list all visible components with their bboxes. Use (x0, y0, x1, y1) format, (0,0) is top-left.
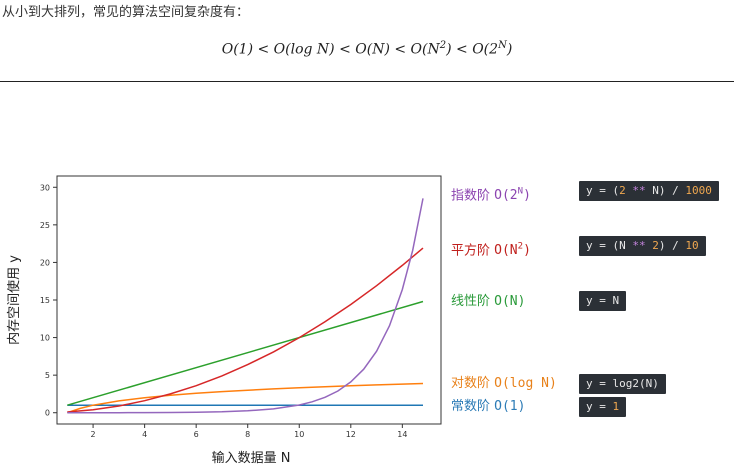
code-quadratic: y = (N ** 2) / 10 (579, 236, 706, 256)
y-axis-label: 内存空间使用 y (6, 255, 22, 345)
code-exponential: y = (2 ** N) / 1000 (579, 181, 719, 201)
x-axis-label: 输入数据量 N (212, 450, 291, 465)
code-linear: y = N (579, 291, 627, 311)
legend-exponential: 指数阶 O(2N) (451, 184, 531, 204)
legend-constant-name: 常数阶 (451, 399, 491, 414)
series-line-4 (67, 198, 424, 414)
horizontal-rule (0, 81, 734, 82)
y-tick-label: 25 (40, 221, 50, 230)
complexity-formula: O(1) < O(log N) < O(N) < O(N2) < O(2N) (221, 40, 513, 58)
legend-logarithmic-notation: O(log N) (494, 376, 557, 391)
y-tick-label: 15 (40, 296, 50, 305)
x-tick-label: 4 (142, 430, 147, 439)
legend-linear-name: 线性阶 (451, 294, 491, 309)
series-line-2 (67, 300, 424, 406)
series-line-3 (67, 247, 424, 413)
legend-linear-notation: O(N) (494, 294, 526, 309)
chart-series (67, 198, 424, 414)
y-tick-label: 20 (40, 258, 50, 267)
x-tick-label: 14 (397, 430, 407, 439)
x-tick-label: 2 (91, 430, 96, 439)
y-tick-label: 5 (45, 371, 50, 380)
legend-quadratic: 平方阶 O(N2) (451, 239, 531, 259)
x-tick-label: 6 (194, 430, 199, 439)
legend-constant: 常数阶 O(1) (451, 399, 525, 415)
legend-exponential-notation: O(2N) (494, 187, 531, 204)
x-tick-label: 12 (346, 430, 356, 439)
legend-logarithmic: 对数阶 O(log N) (451, 376, 557, 392)
intro-text: 从小到大排列，常见的算法空间复杂度有： (2, 5, 250, 20)
series-line-1 (67, 382, 424, 414)
chart-axes: 2 4 6 8 10 12 14 0 5 10 15 20 25 30 (40, 175, 442, 439)
plot-frame (56, 175, 442, 425)
legend-logarithmic-name: 对数阶 (451, 376, 491, 391)
code-logarithmic: y = log2(N) (579, 374, 666, 394)
legend-quadratic-name: 平方阶 (451, 243, 491, 259)
y-tick-label: 0 (45, 409, 50, 418)
x-tick-label: 10 (294, 430, 304, 439)
legend-exponential-name: 指数阶 (451, 188, 491, 204)
legend-constant-notation: O(1) (494, 399, 526, 414)
x-tick-label: 8 (245, 430, 250, 439)
legend-quadratic-notation: O(N2) (494, 242, 531, 259)
code-constant: y = 1 (579, 397, 627, 417)
legend-linear: 线性阶 O(N) (451, 294, 525, 310)
y-tick-label: 10 (40, 334, 50, 343)
y-tick-label: 30 (40, 183, 50, 192)
